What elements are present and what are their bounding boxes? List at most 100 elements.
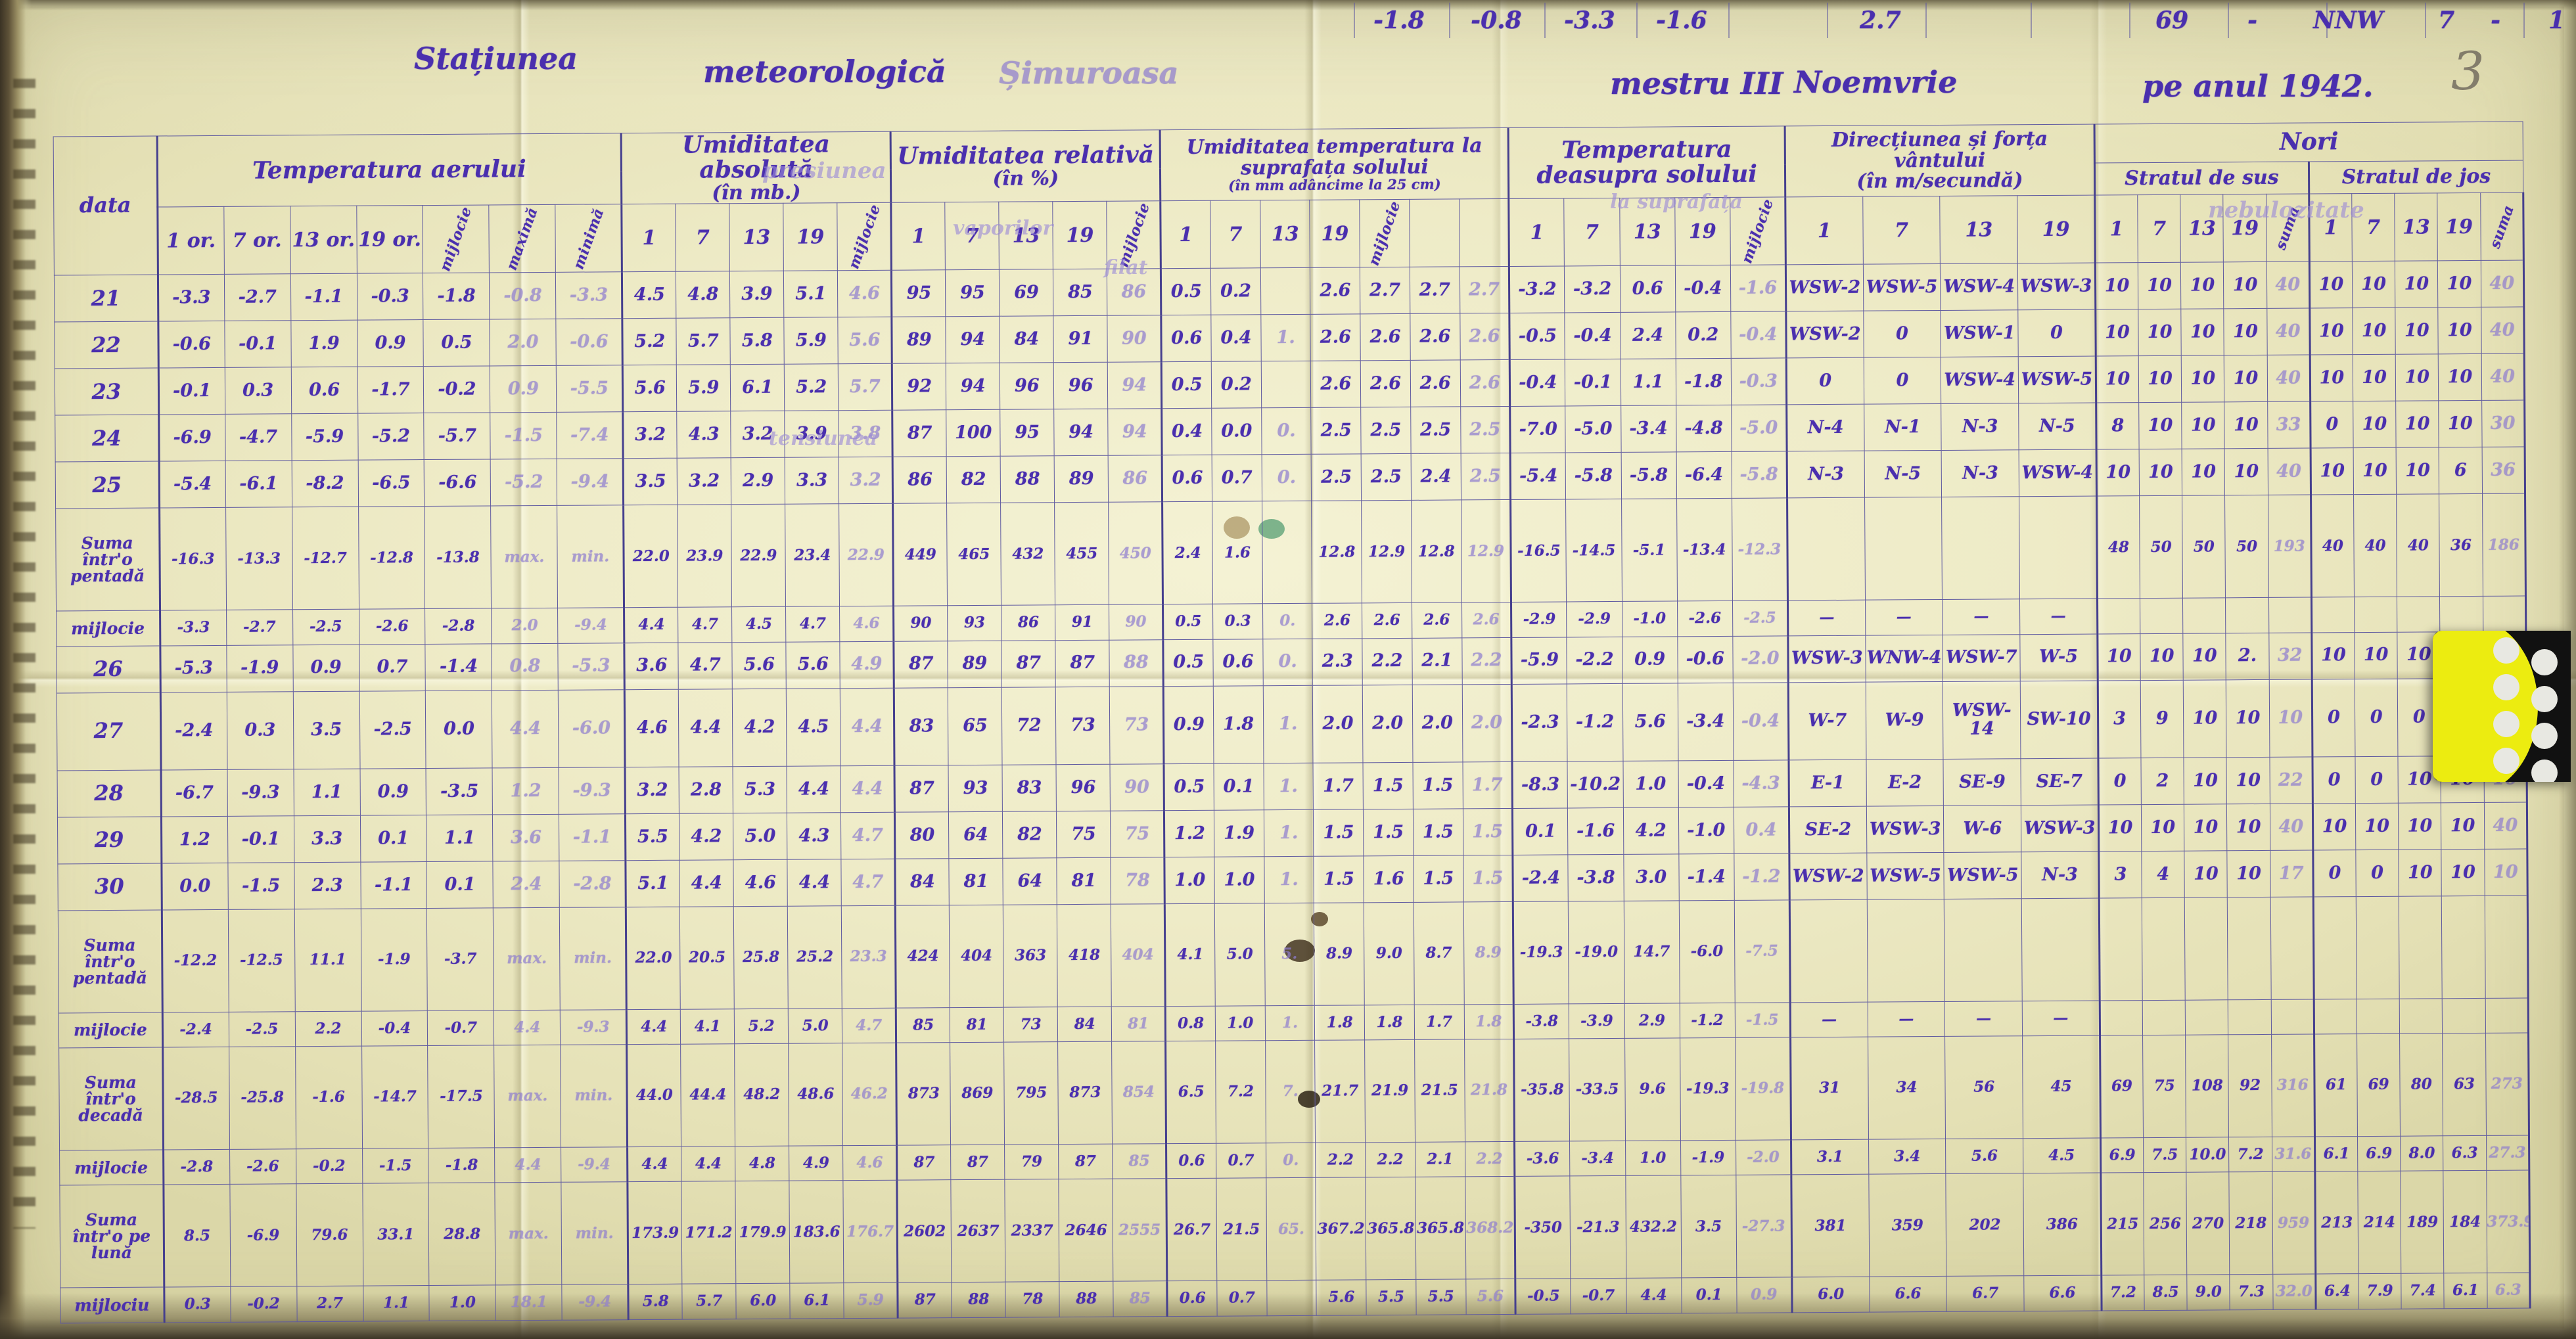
cell-above-4: 0.9	[1736, 1277, 1792, 1313]
cell-soil-4: 2.5	[1360, 407, 1411, 455]
cell-hum_abs-4: 4.4	[840, 687, 895, 766]
cell-cloud_lo-4: 273	[2485, 1033, 2529, 1136]
cell-above-1: -3.9	[1569, 1003, 1625, 1039]
subheader-temp-6: minimă	[545, 195, 632, 282]
cell-above-3: -6.0	[1678, 900, 1735, 1003]
cell-hum_rel-2: 363	[1003, 904, 1058, 1007]
cell-cloud_lo-4: 186	[2482, 493, 2526, 597]
cell-above-0: -0.5	[1515, 1279, 1571, 1315]
cell-hum_rel-2: 88	[1000, 456, 1055, 503]
cell-cloud_up-4: 32	[2268, 632, 2312, 679]
cell-wind-0: WSW-3	[1787, 635, 1866, 683]
cell-soil-5: 2.1	[1415, 1141, 1465, 1177]
cell-wind-2: WSW-7	[1943, 634, 2021, 682]
cell-wind-2: WSW-5	[1944, 851, 2022, 899]
top-strip-value-10: 1	[2548, 7, 2565, 34]
cell-temp-4: -3.7	[426, 907, 494, 1011]
cell-temp-4: 1.1	[426, 814, 494, 862]
cell-hum_abs-3: 4.7	[785, 606, 840, 642]
cell-wind-0	[1789, 899, 1868, 1003]
row-label-7: 26	[56, 645, 161, 693]
cell-cloud_lo-1: 10	[2352, 261, 2395, 309]
cell-cloud_up-2: 10	[2181, 402, 2225, 449]
cell-above-1: -19.0	[1568, 901, 1624, 1004]
cell-soil-3: 1.8	[1314, 1005, 1365, 1041]
cell-soil-3: 1.7	[1313, 762, 1364, 810]
cell-cloud_up-0: 3	[2098, 680, 2142, 758]
cell-cloud_up-2: 10	[2180, 262, 2224, 309]
cell-above-0: -7.0	[1510, 406, 1566, 453]
cell-cloud_lo-3	[2441, 896, 2485, 999]
row-label-13: mijlocie	[58, 1012, 163, 1049]
cell-soil-2	[1261, 361, 1312, 409]
cell-temp-1: -0.1	[224, 321, 291, 368]
cell-temp-6: -9.4	[557, 607, 625, 643]
cell-above-2: -5.8	[1621, 452, 1677, 499]
cell-cloud_lo-0: 6.4	[2315, 1273, 2359, 1309]
cell-above-4: -2.5	[1732, 601, 1788, 636]
cell-cloud_up-2: 50	[2182, 495, 2226, 599]
cell-hum_rel-1: 869	[950, 1042, 1005, 1145]
cell-above-0: -8.3	[1512, 761, 1568, 809]
cell-hum_abs-2: 48.2	[734, 1043, 789, 1146]
cell-hum_rel-4: 854	[1111, 1041, 1166, 1145]
cell-temp-6: min.	[561, 1182, 629, 1285]
subheader-cloud-lo-2: 13	[2394, 193, 2438, 261]
cell-soil-4: 2.6	[1360, 313, 1411, 361]
cell-hum_rel-2: 72	[1001, 687, 1057, 765]
cell-cloud_up-4: 193	[2268, 495, 2312, 598]
cell-above-4: -5.0	[1731, 405, 1787, 452]
cell-cloud_lo-0: 10	[2309, 261, 2353, 309]
cell-above-3: -1.8	[1675, 358, 1732, 406]
cell-hum_rel-1: 93	[947, 605, 1002, 641]
cell-cloud_lo-3: 10	[2441, 849, 2485, 896]
cell-hum_rel-3: 73	[1055, 686, 1111, 765]
cell-soil-0: 4.1	[1164, 903, 1216, 1007]
cell-hum_abs-3: 5.1	[783, 271, 839, 318]
cell-cloud_lo-1: 10	[2353, 354, 2396, 402]
cell-wind-3: —	[2022, 1000, 2100, 1036]
cell-above-1: -5.0	[1565, 405, 1621, 453]
cell-above-3: -6.4	[1676, 451, 1732, 499]
cell-temp-2: 11.1	[294, 908, 361, 1012]
cell-hum_abs-3: 4.9	[789, 1145, 844, 1181]
cell-soil-6: 2.6	[1461, 602, 1512, 638]
cell-wind-3: 0	[2017, 309, 2096, 357]
subheader-soil-6	[1459, 198, 1509, 267]
cell-cloud_up-2	[2185, 999, 2228, 1035]
cell-temp-6: -7.4	[557, 412, 624, 459]
cell-hum_rel-2: 795	[1003, 1041, 1059, 1145]
cell-temp-2: -12.7	[292, 507, 359, 610]
cell-hum_abs-0: 5.5	[625, 813, 680, 861]
cell-hum_abs-2: 22.9	[731, 504, 786, 607]
cell-cloud_up-0: 8	[2096, 403, 2140, 450]
cell-soil-3: 2.5	[1311, 407, 1362, 455]
table-row: Suma într'o pe lună 8.5 -6.9 79.6 33.1 28.8 ma…	[59, 1170, 2530, 1288]
cell-cloud_lo-4: 36	[2481, 447, 2525, 494]
cell-temp-2: 0.6	[290, 367, 358, 415]
cell-hum_abs-1: 23.9	[677, 505, 732, 608]
cell-hum_abs-1: 4.3	[676, 411, 731, 459]
cell-temp-1: -13.3	[225, 507, 293, 610]
cell-soil-2: 1.	[1263, 685, 1314, 763]
cell-temp-2: 79.6	[296, 1183, 363, 1287]
cell-soil-6: 21.8	[1464, 1039, 1515, 1142]
cell-cloud_lo-1: 7.9	[2358, 1273, 2402, 1309]
cell-cloud_up-2: 108	[2185, 1034, 2229, 1138]
header-wind-title: Direcțiunea și forța vântului	[1831, 127, 2048, 173]
cell-hum_abs-4: 4.6	[837, 270, 892, 318]
cell-cloud_lo-1: 10	[2353, 401, 2397, 448]
cell-wind-3: N-3	[2021, 851, 2100, 899]
cell-hum_rel-1: 87	[950, 1145, 1005, 1181]
cell-hum_rel-3: 91	[1055, 604, 1110, 641]
subheader-temp-0: 1 or.	[157, 206, 225, 275]
cell-above-2: 5.6	[1622, 683, 1678, 761]
cell-hum_rel-0: 84	[895, 858, 950, 906]
cell-soil-4: 12.9	[1361, 500, 1412, 604]
row-label-1: 22	[54, 321, 158, 369]
cell-wind-1: N-1	[1864, 403, 1942, 451]
cell-hum_abs-3: 25.2	[787, 905, 842, 1009]
cell-cloud_up-0: 10	[2098, 804, 2142, 851]
cell-hum_abs-3: 6.1	[790, 1282, 844, 1319]
subheader-wind-2: 13	[1940, 195, 2018, 264]
